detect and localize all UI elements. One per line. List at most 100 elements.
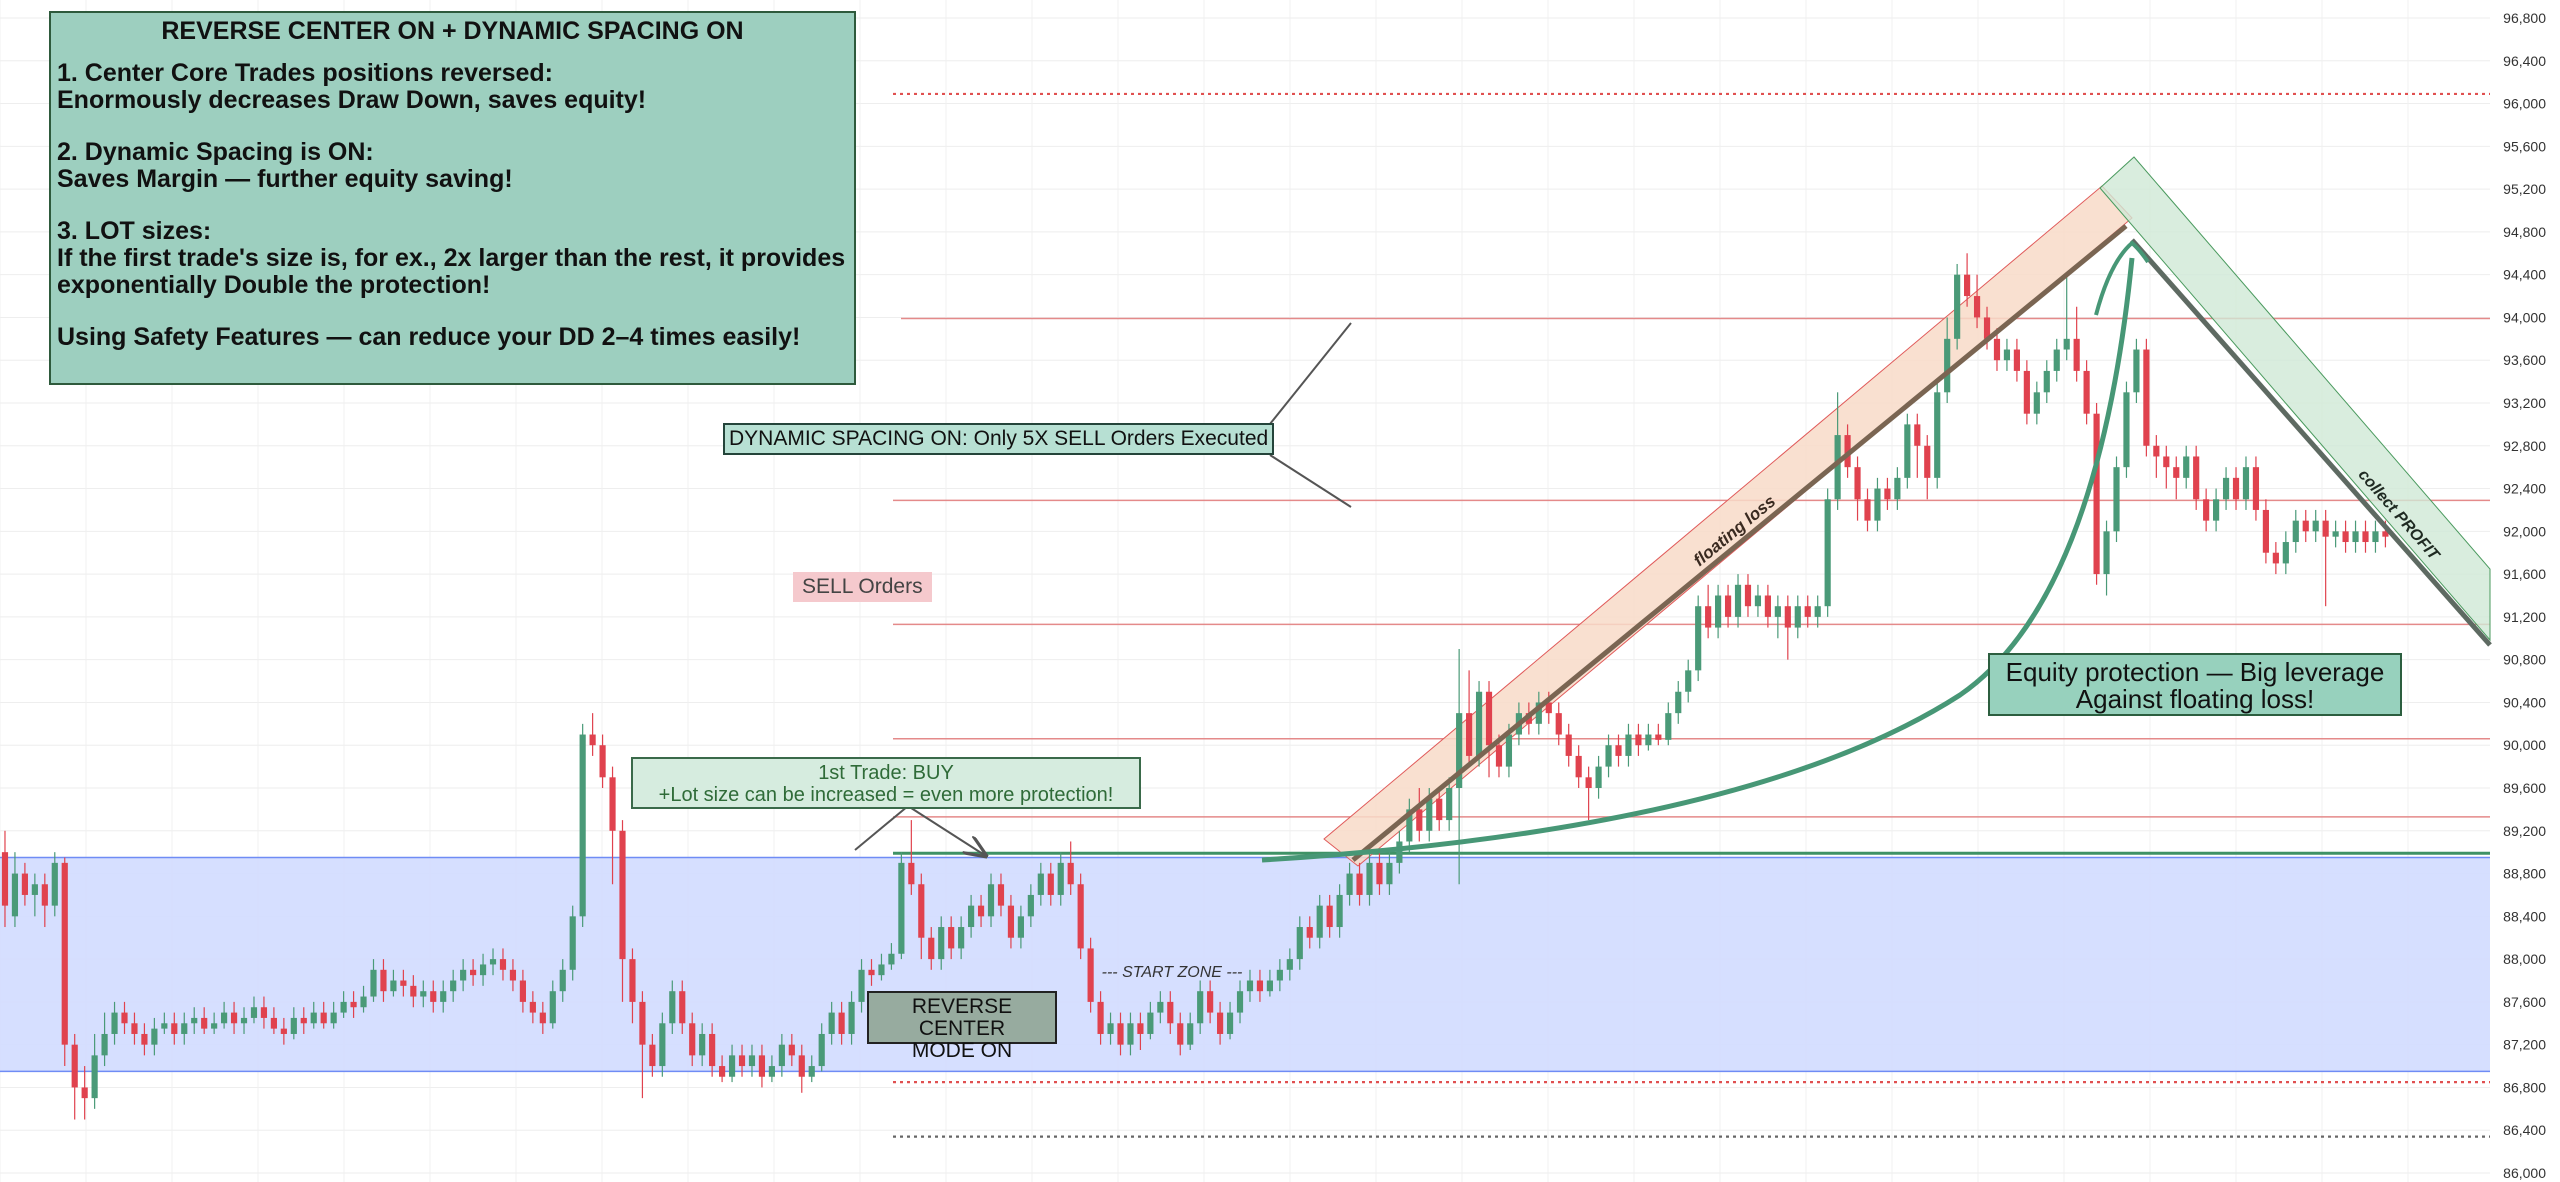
candle-bull — [1316, 905, 1323, 938]
candle-bull — [489, 959, 497, 965]
candle-bull — [1715, 595, 1722, 628]
candle-bear — [719, 1066, 726, 1077]
candle-bear — [689, 1023, 696, 1056]
price-tick-label: 88,400 — [2503, 908, 2546, 924]
price-tick-label: 88,000 — [2503, 951, 2546, 967]
candle-bull — [2003, 349, 2011, 361]
candle-bear — [2093, 413, 2100, 575]
candle-bull — [211, 1023, 218, 1029]
candle-bull — [2053, 349, 2060, 371]
candle-bear — [2023, 370, 2030, 414]
candle-bear — [1655, 734, 1662, 740]
candle-bear — [380, 969, 387, 992]
candle-bull — [1017, 916, 1024, 938]
price-tick-label: 95,600 — [2503, 138, 2546, 154]
candle-bear — [1615, 745, 1622, 756]
candle-bear — [1884, 488, 1891, 500]
candle-bear — [1724, 595, 1732, 617]
info-line: 3. LOT sizes: — [57, 217, 212, 245]
candle-bull — [1834, 435, 1841, 500]
candle-bear — [430, 991, 437, 1002]
candle-bull — [1605, 745, 1612, 767]
candle-bull — [818, 1033, 825, 1067]
candle-bull — [240, 1017, 248, 1024]
info-point-2: 2. Dynamic Spacing is ON: Saves Margin —… — [57, 139, 848, 193]
candle-bear — [619, 830, 626, 960]
candle-bull — [1336, 894, 1343, 928]
candle-bear — [1077, 884, 1084, 949]
equity-curve-top — [2094, 240, 2150, 316]
candle-bull — [2332, 531, 2339, 537]
candle-bear — [1784, 606, 1791, 628]
candle-bull — [420, 991, 427, 997]
candle-bear — [1067, 862, 1074, 885]
candle-bull — [1774, 606, 1781, 617]
candle-bull — [1456, 713, 1463, 788]
price-tick-label: 92,400 — [2503, 481, 2546, 497]
equity-line: Against floating loss! — [2075, 684, 2315, 714]
candle-bear — [61, 862, 68, 1045]
candle-bull — [2352, 531, 2359, 543]
candle-bear — [1973, 296, 1981, 318]
candle-bull — [958, 927, 965, 949]
candle-bear — [260, 1007, 268, 1018]
candle-bear — [1565, 734, 1572, 756]
price-tick-label: 86,400 — [2503, 1122, 2546, 1138]
candle-bull — [888, 953, 895, 965]
candle-bull — [1734, 584, 1742, 617]
info-line: 1. Center Core Trades positions reversed… — [57, 59, 554, 87]
candle-bear — [1217, 1012, 1224, 1034]
candle-bull — [370, 969, 377, 997]
price-tick-label: 94,800 — [2503, 224, 2546, 240]
candle-bull — [440, 991, 447, 1002]
candle-bear — [1804, 606, 1811, 617]
candle-bear — [1207, 991, 1214, 1013]
info-line: 2. Dynamic Spacing is ON: — [57, 138, 374, 166]
candle-bear — [679, 991, 686, 1024]
price-axis: 96,800 96,400 96,000 95,600 95,200 94,800 94,4… — [2503, 10, 2546, 1181]
candle-bull — [1874, 488, 1881, 521]
candle-bull — [1645, 734, 1652, 746]
price-tick-label: 92,000 — [2503, 523, 2546, 539]
price-tick-label: 88,800 — [2503, 866, 2546, 882]
candle-bear — [1764, 595, 1771, 617]
candle-bear — [21, 873, 28, 895]
info-line: If the first trade's size is, for ex., 2… — [57, 244, 846, 272]
candle-bear — [230, 1012, 238, 1024]
first-trade-line: +Lot size can be increased = even more p… — [658, 784, 1114, 806]
candle-bull — [1057, 862, 1064, 895]
candle-bull — [778, 1044, 785, 1067]
candle-bull — [31, 884, 38, 895]
candle-bull — [1246, 980, 1254, 992]
candle-bear — [997, 884, 1005, 906]
candle-bull — [310, 1012, 317, 1024]
candle-bull — [828, 1012, 835, 1034]
candle-bull — [161, 1023, 168, 1029]
candle-bull — [250, 1007, 258, 1018]
equity-protection-label: Equity protection — Big leverage Against… — [1988, 653, 2402, 716]
info-point-3: 3. LOT sizes: If the first trade's size … — [57, 218, 848, 299]
candle-bull — [1934, 392, 1941, 478]
candle-bull — [569, 916, 576, 970]
equity-line: Equity protection — Big leverage — [2005, 657, 2385, 687]
candle-bull — [1127, 1023, 1134, 1045]
candle-bull — [1505, 734, 1513, 767]
candle-bull — [1814, 606, 1821, 617]
candle-bear — [2232, 477, 2240, 500]
candle-bear — [270, 1017, 277, 1029]
candle-bull — [2103, 531, 2110, 575]
candle-bear — [1864, 499, 1871, 521]
price-tick-label: 96,400 — [2503, 53, 2546, 69]
candle-bull — [1475, 691, 1483, 756]
reverse-center-label: REVERSE CENTER MODE ON — [867, 991, 1057, 1062]
start-zone-label: --- START ZONE --- — [1102, 964, 1243, 981]
candle-bull — [1954, 274, 1961, 339]
candle-bear — [519, 980, 526, 1002]
price-tick-label: 93,600 — [2503, 352, 2546, 368]
candle-bull — [1794, 606, 1801, 628]
info-point-1: 1. Center Core Trades positions reversed… — [57, 60, 848, 114]
candle-bear — [589, 734, 596, 746]
candle-bull — [2063, 338, 2070, 350]
candle-bear — [2382, 531, 2389, 537]
